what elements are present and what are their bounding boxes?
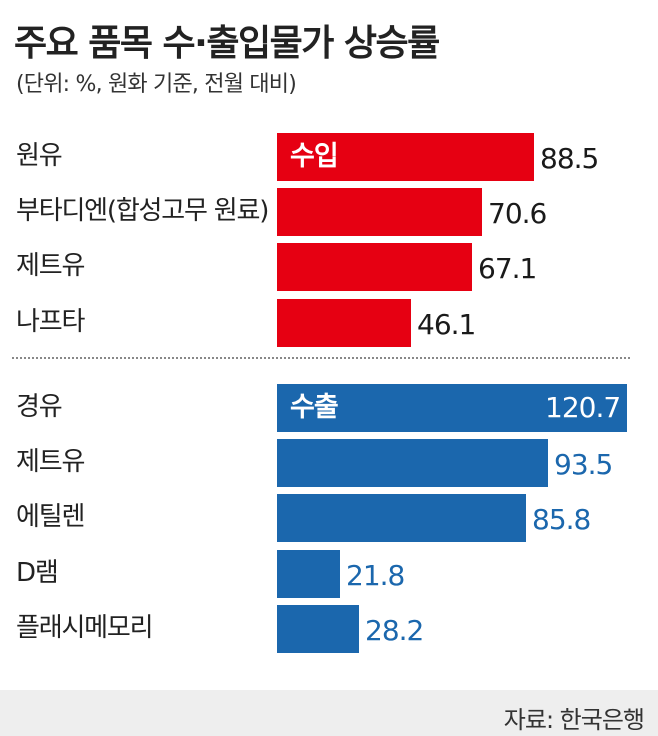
value-label: 85.8 <box>532 503 591 536</box>
value-label: 46.1 <box>417 308 476 341</box>
bar-import <box>277 243 472 291</box>
value-label: 93.5 <box>554 448 613 481</box>
bar-export <box>277 605 359 653</box>
category-label: 제트유 <box>16 251 85 281</box>
group-label-export: 수출 <box>290 392 339 423</box>
source-label: 자료: 한국은행 <box>503 706 645 734</box>
chart-title: 주요 품목 수·출입물가 상승률 <box>14 23 440 64</box>
category-label: 플래시메모리 <box>16 613 154 643</box>
bar-export <box>277 439 548 487</box>
bar-import <box>277 133 534 181</box>
group-divider <box>12 357 630 359</box>
value-label: 88.5 <box>540 142 599 175</box>
category-label: 나프타 <box>16 307 85 337</box>
category-label: 원유 <box>16 141 63 171</box>
bar-import <box>277 188 482 236</box>
value-label: 70.6 <box>488 197 547 230</box>
category-label: 부타디엔(합성고무 원료) <box>16 196 269 226</box>
bar-export <box>277 494 526 542</box>
category-label: 제트유 <box>16 447 85 477</box>
category-label: D램 <box>16 558 59 588</box>
bar-export <box>277 384 627 432</box>
group-label-import: 수입 <box>290 141 339 172</box>
category-label: 에틸렌 <box>16 502 85 532</box>
source-footer <box>0 690 658 736</box>
value-label: 67.1 <box>478 252 537 285</box>
value-label: 21.8 <box>346 559 405 592</box>
bar-export <box>277 550 340 598</box>
category-label: 경유 <box>16 392 63 422</box>
chart-subtitle: (단위: %, 원화 기준, 전월 대비) <box>16 72 297 97</box>
bar-import <box>277 299 411 347</box>
value-label: 28.2 <box>365 614 424 647</box>
value-label: 120.7 <box>545 391 621 424</box>
